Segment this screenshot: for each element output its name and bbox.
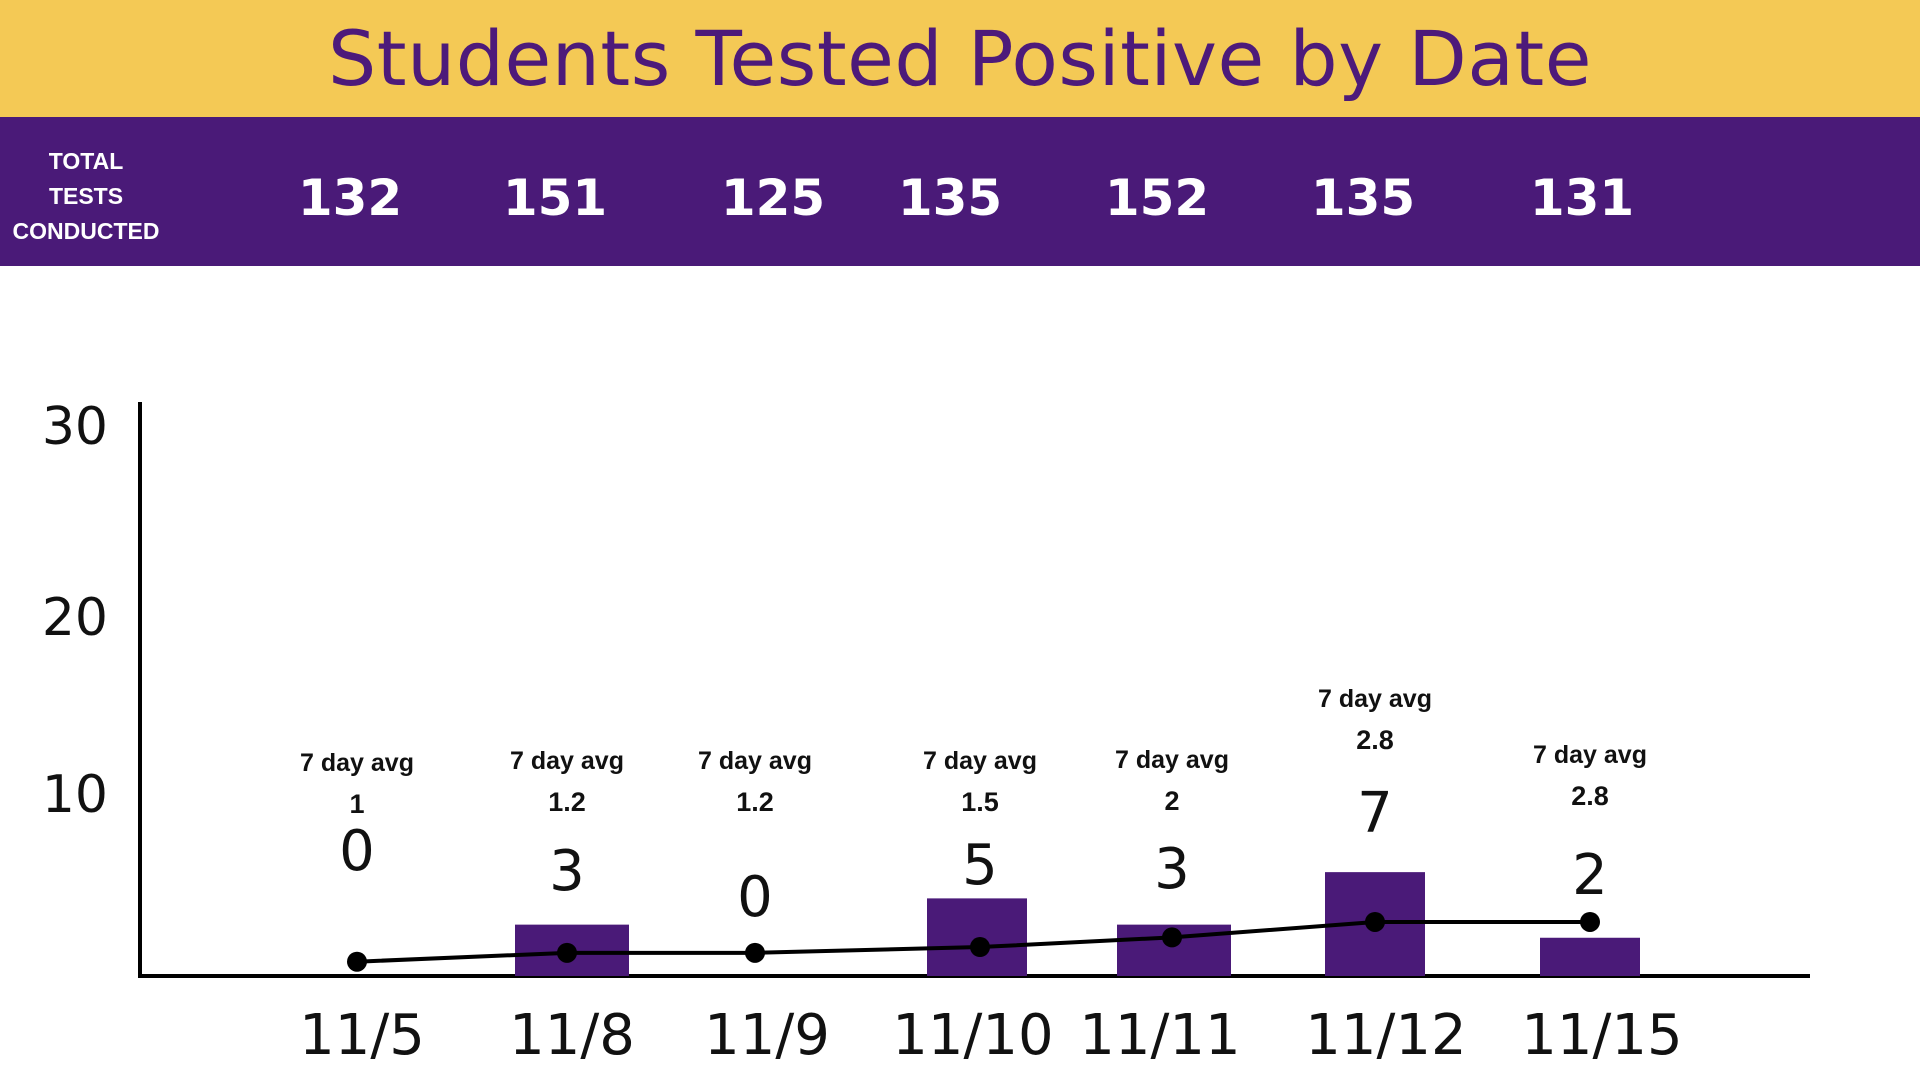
average-caption: 7 day avg: [698, 747, 812, 775]
bar-value-label: 5: [962, 833, 998, 898]
test-count: 151: [502, 169, 608, 227]
total-tests-label: TOTAL TESTS CONDUCTED: [0, 144, 172, 249]
x-category-label: 11/8: [509, 1003, 635, 1068]
bar: [927, 898, 1027, 976]
data-labels: 0 3 0 5 3 7 2 7 day avg 1 7 day avg 1.2 7 day avg 1.…: [300, 685, 1647, 930]
x-category-label: 11/11: [1079, 1003, 1240, 1068]
test-count: 125: [720, 169, 826, 227]
total-tests-label-line: TESTS: [48, 183, 124, 209]
average-value-label: 2.8: [1356, 725, 1394, 755]
test-count: 132: [297, 169, 403, 227]
average-point: [1162, 927, 1182, 948]
bar-value-label: 0: [737, 865, 773, 930]
average-value-label: 2.8: [1571, 781, 1609, 811]
average-point: [970, 937, 990, 958]
average-caption: 7 day avg: [1115, 746, 1229, 774]
test-count: 152: [1104, 169, 1210, 227]
average-caption: 7 day avg: [510, 747, 624, 775]
title-band: Students Tested Positive by Date: [0, 0, 1920, 117]
average-caption: 7 day avg: [923, 747, 1037, 775]
bar-value-label: 3: [549, 839, 585, 904]
average-value-label: 2: [1164, 786, 1179, 816]
bar-value-label: 7: [1357, 781, 1393, 846]
bar-value-label: 2: [1572, 843, 1608, 908]
total-tests-band: TOTAL TESTS CONDUCTED 132 151 125 135 152 135…: [0, 117, 1920, 266]
x-category-label: 11/15: [1521, 1003, 1682, 1068]
average-caption: 7 day avg: [1318, 685, 1432, 713]
seven-day-average-series: [347, 911, 1600, 972]
average-point: [347, 951, 367, 972]
x-category-labels: 11/5 11/8 11/9 11/10 11/11 11/12 11/15: [299, 1003, 1683, 1068]
average-value-label: 1: [349, 789, 364, 819]
y-tick-label: 10: [42, 765, 108, 825]
x-category-label: 11/10: [892, 1003, 1053, 1068]
y-tick-label: 30: [42, 397, 108, 457]
average-caption: 7 day avg: [1533, 741, 1647, 769]
x-category-label: 11/12: [1305, 1003, 1466, 1068]
page-title: Students Tested Positive by Date: [328, 14, 1592, 103]
y-tick-labels: 10 20 30: [42, 397, 108, 825]
average-point: [745, 942, 765, 963]
average-point: [557, 942, 577, 963]
test-count: 135: [897, 169, 1003, 227]
average-value-label: 1.2: [548, 787, 586, 817]
average-caption: 7 day avg: [300, 749, 414, 777]
y-tick-label: 20: [42, 588, 108, 648]
bars: [515, 872, 1640, 976]
average-value-label: 1.2: [736, 787, 774, 817]
test-count: 135: [1310, 169, 1416, 227]
bar-value-label: 0: [339, 819, 375, 884]
average-point: [1365, 911, 1385, 932]
bar-value-label: 3: [1154, 837, 1190, 902]
x-category-label: 11/5: [299, 1003, 425, 1068]
average-point: [1580, 911, 1600, 932]
average-value-label: 1.5: [961, 787, 999, 817]
total-tests-label-line: TOTAL: [48, 148, 124, 174]
test-count: 131: [1529, 169, 1635, 227]
bar: [1540, 937, 1640, 976]
x-category-label: 11/9: [704, 1003, 830, 1068]
total-tests-label-line: CONDUCTED: [12, 218, 160, 244]
